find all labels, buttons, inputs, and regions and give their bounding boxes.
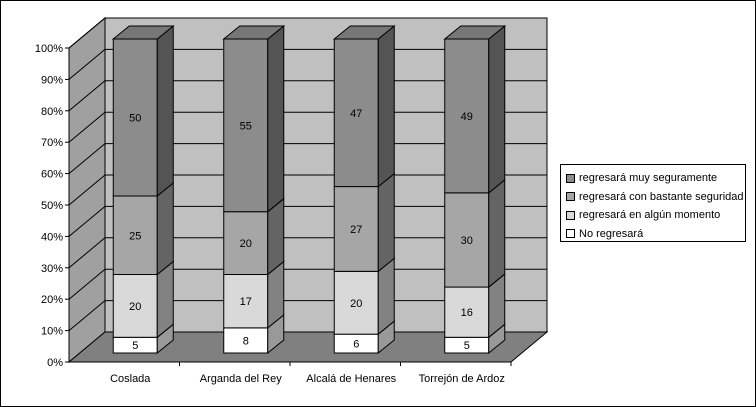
bar-segment	[333, 186, 379, 272]
gridline-side	[68, 300, 106, 331]
bar-segment-side	[377, 24, 395, 188]
y-tick-label: 10%	[41, 326, 63, 338]
x-tick-label: Alcalá de Henares	[306, 373, 396, 385]
bar-top	[222, 25, 286, 40]
gridline-side	[68, 268, 106, 300]
data-label: 50	[129, 113, 141, 125]
bar-segment	[333, 270, 379, 335]
legend-item-algun-momento: regresará en algún momento	[566, 206, 745, 225]
bar-segment-side	[267, 24, 285, 213]
y-tick-label: 30%	[41, 263, 63, 275]
bar-segment-side	[156, 181, 174, 276]
data-label: 8	[243, 335, 249, 347]
y-tick-label: 80%	[41, 106, 63, 118]
data-label: 47	[350, 108, 362, 120]
x-tick-label: Torrejón de Ardoz	[419, 373, 505, 385]
data-label: 6	[353, 339, 359, 351]
data-label: 17	[240, 296, 252, 308]
y-tick-label: 60%	[41, 169, 63, 181]
bar-segment	[223, 211, 269, 275]
legend-swatch	[566, 192, 575, 202]
legend-item-bastante-seguridad: regresará con bastante seguridad	[566, 188, 745, 207]
data-label: 5	[132, 340, 138, 352]
y-tick-label: 70%	[41, 137, 63, 149]
bar-segment	[112, 195, 158, 275]
gridline-side	[68, 111, 106, 143]
gridline-side	[68, 174, 106, 206]
legend-label: No regresará	[579, 227, 644, 240]
chart-legend: regresará muy seguramente regresará con …	[560, 164, 746, 242]
y-tick-label: 90%	[41, 74, 63, 86]
gridline-side	[68, 49, 106, 80]
gridline-side	[68, 143, 106, 174]
data-label: 27	[350, 224, 362, 236]
bar-top	[443, 25, 507, 40]
gridline-side	[68, 237, 106, 269]
gridline-side	[68, 17, 106, 49]
bar-segment-side	[488, 24, 506, 194]
legend-item-no-regresara: No regresará	[566, 225, 745, 244]
gridline-side	[68, 206, 106, 237]
y-tick-label: 100%	[35, 43, 63, 55]
y-tick-label: 20%	[41, 294, 63, 306]
legend-swatch	[566, 210, 575, 220]
legend-label: regresará muy seguramente	[579, 172, 718, 185]
bar-segment	[223, 274, 269, 329]
y-tick-label: 0%	[47, 357, 63, 369]
bar-segment	[444, 286, 490, 338]
bar-segment	[333, 38, 379, 188]
data-label: 49	[461, 111, 473, 123]
legend-swatch	[566, 173, 575, 183]
legend-item-muy-seguramente: regresará muy seguramente	[566, 169, 745, 188]
data-label: 20	[350, 298, 362, 310]
bar-top	[111, 25, 175, 40]
bar-segment-side	[377, 172, 395, 273]
legend-swatch	[566, 229, 575, 239]
data-label: 25	[129, 230, 141, 242]
data-label: 5	[464, 340, 470, 352]
data-label: 55	[240, 120, 252, 132]
data-label: 20	[240, 238, 252, 250]
bar-top	[332, 25, 396, 40]
y-tick-label: 50%	[41, 200, 63, 212]
gridline-side	[68, 80, 106, 112]
bar-segment	[223, 38, 269, 213]
data-label: 16	[461, 307, 473, 319]
bar-segment-side	[488, 178, 506, 289]
x-tick-label: Coslada	[110, 373, 151, 385]
legend-label: regresará en algún momento	[579, 209, 721, 222]
bar-segment-side	[156, 24, 174, 198]
y-tick-label: 40%	[41, 231, 63, 243]
x-tick-label: Arganda del Rey	[200, 373, 282, 385]
bar-segment	[444, 38, 490, 194]
data-label: 30	[461, 235, 473, 247]
data-label: 20	[129, 301, 141, 313]
legend-label: regresará con bastante seguridad	[579, 190, 744, 203]
